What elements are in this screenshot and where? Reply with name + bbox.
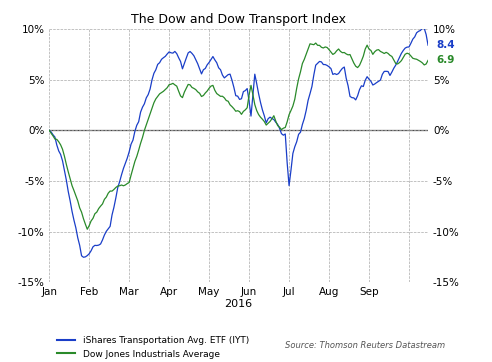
Legend: iShares Transportation Avg. ETF (IYT), Dow Jones Industrials Average: iShares Transportation Avg. ETF (IYT), D… [54,332,252,362]
Text: Source: Thomson Reuters Datastream: Source: Thomson Reuters Datastream [285,341,445,350]
Title: The Dow and Dow Transport Index: The Dow and Dow Transport Index [131,13,346,26]
X-axis label: 2016: 2016 [224,299,253,309]
Text: 6.9: 6.9 [436,55,455,66]
Text: 8.4: 8.4 [436,40,455,50]
